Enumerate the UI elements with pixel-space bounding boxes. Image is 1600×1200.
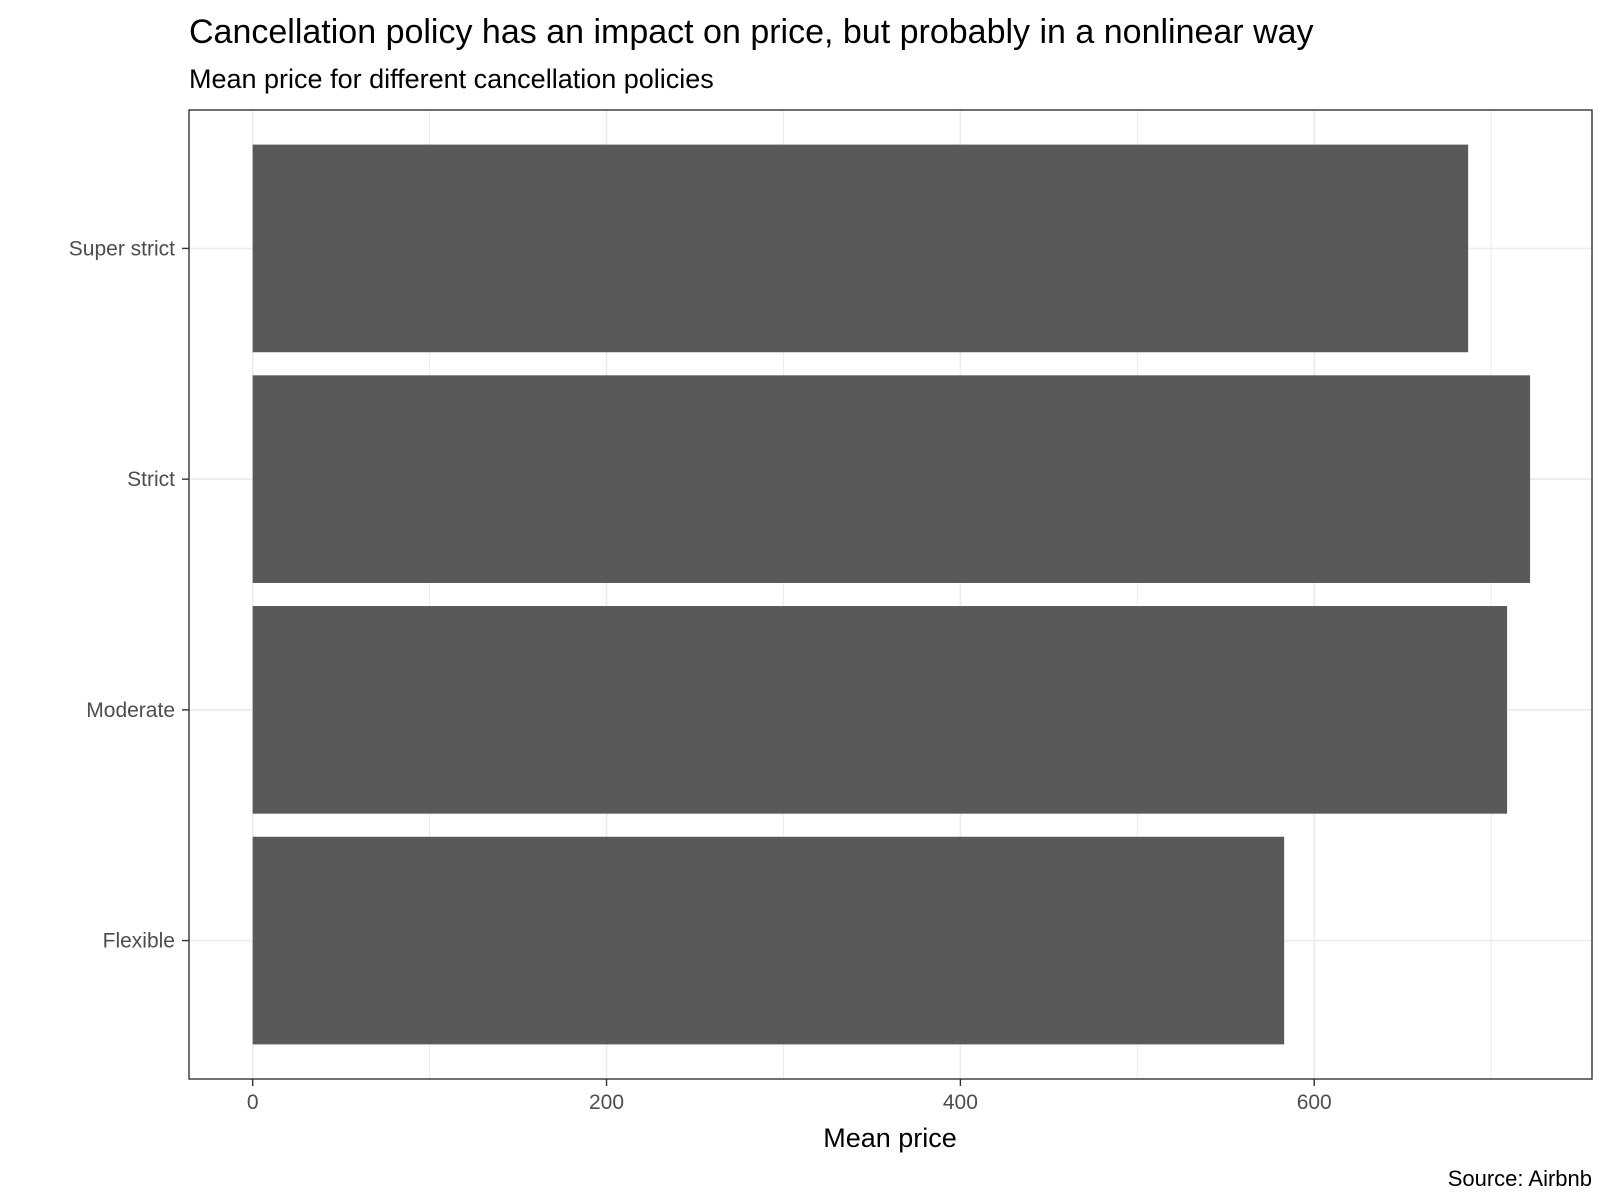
x-tick-label: 600: [1297, 1091, 1332, 1114]
bar: [252, 375, 1531, 583]
chart-caption: Source: Airbnb: [1448, 1166, 1592, 1191]
x-tick-label: 200: [589, 1091, 624, 1114]
chart-title: Cancellation policy has an impact on pri…: [189, 13, 1314, 51]
x-tick-label: 400: [943, 1091, 978, 1114]
chart-subtitle: Mean price for different cancellation po…: [189, 64, 714, 94]
x-tick-label: 0: [247, 1091, 259, 1114]
bars: [252, 144, 1531, 1045]
x-axis-title: Mean price: [823, 1123, 957, 1153]
y-axis: Flexible Moderate Strict Super strict: [69, 237, 189, 953]
bar: [252, 144, 1469, 353]
x-axis: 0 200 400 600: [247, 1079, 1332, 1114]
y-tick-label: Super strict: [69, 237, 175, 260]
y-tick-label: Strict: [127, 468, 175, 491]
bar: [252, 606, 1508, 814]
y-tick-label: Flexible: [103, 930, 175, 953]
y-tick-label: Moderate: [86, 699, 175, 722]
bar: [252, 836, 1285, 1045]
panel-border: [188, 109, 1593, 1080]
